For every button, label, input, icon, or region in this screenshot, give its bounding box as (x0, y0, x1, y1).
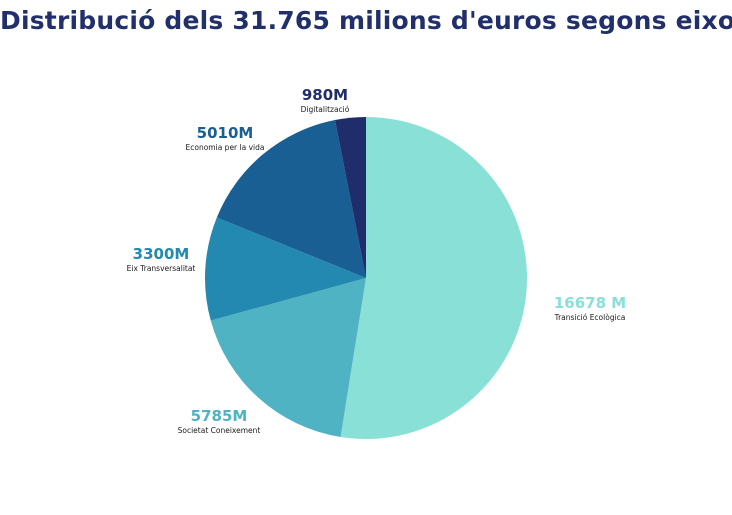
slice-category-label: Societat Coneixement (178, 426, 261, 435)
slice-category-label: Transició Ecològica (554, 313, 626, 322)
slice-value-label: 5785M (191, 407, 248, 425)
slice-category-label: Eix Transversalitat (127, 264, 196, 273)
slice-value-label: 16678 M (554, 294, 626, 312)
pie-slice-digitalitzaci- (334, 117, 366, 278)
pie-slice-societat-coneixement (210, 278, 366, 437)
pie-slice-eix-transversalitat (205, 217, 366, 321)
slice-category-label: Economia per la vida (186, 143, 265, 152)
slice-value-label: 5010M (197, 124, 254, 142)
slice-category-label: Digitalització (301, 105, 350, 114)
chart-title: Distribució dels 31.765 milions d'euros … (0, 6, 732, 35)
slice-value-label: 3300M (133, 245, 190, 263)
slice-value-label: 980M (302, 86, 348, 104)
pie-slice-economia-per-la-vida (216, 120, 366, 279)
pie-slice-transici-ecol-gica (340, 117, 527, 439)
